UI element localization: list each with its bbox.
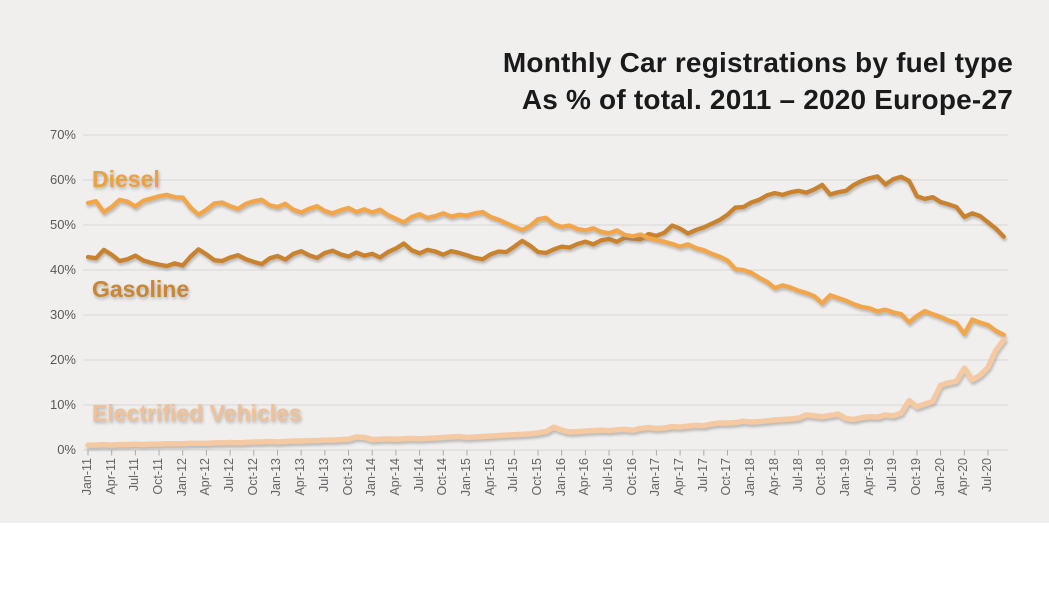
x-axis-label: Jul-15 [506,458,521,493]
x-axis-label: Jul-18 [790,458,805,493]
x-axis-label: Jan-16 [553,458,568,497]
gasoline-line [85,174,1006,269]
diesel-line [85,192,1006,337]
x-axis-label: Oct-18 [814,458,829,496]
x-axis-label: Apr-15 [482,458,497,496]
x-axis-label: Oct-17 [719,458,734,496]
x-axis-label: Apr-17 [672,458,687,496]
y-axis-label: 50% [49,217,76,232]
x-axis-label: Jan-17 [648,458,663,497]
x-axis-label: Jul-12 [222,458,237,493]
chart-title-line1: Monthly Car registrations by fuel type [502,47,1013,78]
x-axis-label: Oct-19 [908,458,923,496]
x-axis-label: Oct-12 [245,458,260,496]
x-axis-label: Apr-19 [861,458,876,496]
x-axis-label: Oct-16 [624,458,639,496]
y-axis-label: 20% [49,352,76,367]
y-axis-label: 0% [57,442,76,457]
x-axis-label: Apr-20 [956,458,971,496]
x-axis-label: Jul-13 [316,458,331,493]
series-label-electrified-vehicles: Electrified Vehicles [92,400,302,426]
x-axis-label: Jul-16 [601,458,616,493]
x-axis-label: Jul-14 [411,458,426,493]
x-axis-label: Jan-15 [458,458,473,497]
x-axis-label: Apr-14 [387,458,402,496]
x-axis-label: Oct-13 [340,458,355,496]
x-axis-label: Jan-19 [837,458,852,497]
x-axis-label: Jul-20 [980,458,994,493]
x-axis-label: Jan-12 [174,458,189,497]
y-axis-label: 70% [49,127,76,142]
x-axis-label: Jan-18 [743,458,758,497]
x-axis-label: Jul-17 [695,458,710,493]
footer: JATO [0,523,1049,590]
chart-title-line2: As % of total. 2011 – 2020 Europe-27 [521,84,1013,115]
series-label-diesel: Diesel [92,166,160,192]
y-axis-label: 40% [49,262,76,277]
x-axis-label: Oct-11 [151,458,166,495]
series-label-gasoline: Gasoline [92,276,190,302]
x-axis-label: Apr-18 [766,458,781,496]
x-axis-label: Jan-20 [932,458,947,497]
x-axis-label: Jul-11 [127,458,142,492]
x-axis-label: Apr-13 [293,458,308,496]
x-axis-label: Jan-13 [269,458,284,497]
electrified-vehicles-line [85,337,1007,448]
y-axis-label: 60% [49,172,76,187]
y-axis-label: 30% [49,307,76,322]
x-axis-label: Jul-19 [885,458,900,493]
x-axis-label: Jan-14 [364,458,379,497]
y-axis-label: 10% [49,397,76,412]
x-axis-label: Apr-16 [577,458,592,496]
chart-title: Monthly Car registrations by fuel type A… [503,44,1013,118]
chart-panel: Monthly Car registrations by fuel type A… [0,0,1049,523]
x-axis-label: Oct-14 [435,458,450,496]
x-axis-label: Apr-12 [198,458,213,496]
x-axis-label: Jan-11 [80,458,94,496]
x-axis-label: Oct-15 [530,458,544,496]
line-chart [83,134,1008,456]
x-axis-label: Apr-11 [103,458,118,495]
